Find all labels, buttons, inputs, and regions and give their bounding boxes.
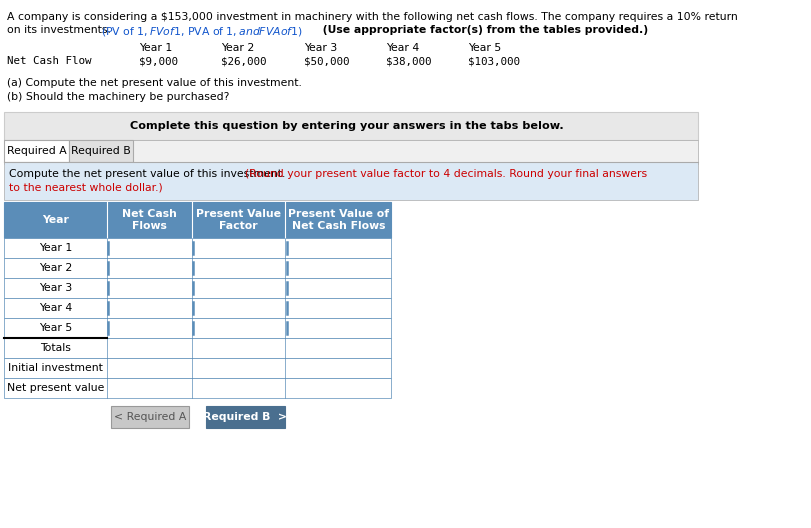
Text: (a) Compute the net present value of this investment.: (a) Compute the net present value of thi… xyxy=(7,78,302,88)
Text: Year 4: Year 4 xyxy=(39,303,72,313)
Bar xyxy=(4,258,391,278)
Text: A company is considering a $153,000 investment in machinery with the following n: A company is considering a $153,000 inve… xyxy=(7,12,736,22)
Text: (PV of $1, FV of $1, PVA of $1, and FVA of $1): (PV of $1, FV of $1, PVA of $1, and FVA … xyxy=(101,25,303,38)
Text: Net present value: Net present value xyxy=(6,383,104,393)
Bar xyxy=(4,358,391,378)
Bar xyxy=(206,406,284,428)
Text: Year: Year xyxy=(42,215,69,225)
Text: to the nearest whole dollar.): to the nearest whole dollar.) xyxy=(9,182,162,192)
Text: Year 1: Year 1 xyxy=(139,43,172,53)
Bar xyxy=(111,406,189,428)
Bar xyxy=(4,238,391,258)
Text: Year 2: Year 2 xyxy=(39,263,72,273)
Bar xyxy=(4,140,68,162)
Text: Totals: Totals xyxy=(40,343,71,353)
Bar xyxy=(68,140,132,162)
Text: $26,000: $26,000 xyxy=(221,56,266,66)
Bar xyxy=(4,338,391,358)
Bar xyxy=(4,202,391,238)
Text: Required B: Required B xyxy=(71,146,131,156)
Bar xyxy=(4,140,697,164)
Text: Required A: Required A xyxy=(6,146,67,156)
Text: Present Value of
Net Cash Flows: Present Value of Net Cash Flows xyxy=(287,209,388,231)
Text: < Required A: < Required A xyxy=(114,412,186,422)
Text: Year 2: Year 2 xyxy=(221,43,254,53)
Text: $38,000: $38,000 xyxy=(385,56,431,66)
Text: Required B  >: Required B > xyxy=(204,412,287,422)
Text: $50,000: $50,000 xyxy=(303,56,349,66)
Text: Initial investment: Initial investment xyxy=(8,363,103,373)
Text: Year 5: Year 5 xyxy=(39,323,72,333)
Text: (b) Should the machinery be purchased?: (b) Should the machinery be purchased? xyxy=(7,92,229,102)
Text: Complete this question by entering your answers in the tabs below.: Complete this question by entering your … xyxy=(130,121,563,131)
Text: Year 1: Year 1 xyxy=(39,243,72,253)
Bar xyxy=(4,278,391,298)
Text: $103,000: $103,000 xyxy=(468,56,520,66)
Bar xyxy=(4,318,391,338)
Text: Compute the net present value of this investment.: Compute the net present value of this in… xyxy=(9,169,288,179)
Bar xyxy=(4,378,391,398)
Text: Year 5: Year 5 xyxy=(468,43,501,53)
Text: $9,000: $9,000 xyxy=(139,56,178,66)
Text: (Round your present value factor to 4 decimals. Round your final answers: (Round your present value factor to 4 de… xyxy=(245,169,646,179)
Text: (Use appropriate factor(s) from the tables provided.): (Use appropriate factor(s) from the tabl… xyxy=(319,25,647,35)
Text: on its investments.: on its investments. xyxy=(7,25,114,35)
Text: Year 3: Year 3 xyxy=(303,43,337,53)
Bar xyxy=(4,298,391,318)
Bar xyxy=(4,162,697,200)
Text: Year 4: Year 4 xyxy=(385,43,418,53)
Text: Present Value
Factor: Present Value Factor xyxy=(195,209,281,231)
Bar xyxy=(5,162,67,163)
Text: Net Cash
Flows: Net Cash Flows xyxy=(122,209,177,231)
Text: Net Cash Flow: Net Cash Flow xyxy=(7,56,92,66)
Bar xyxy=(4,112,697,140)
Text: Year 3: Year 3 xyxy=(39,283,72,293)
